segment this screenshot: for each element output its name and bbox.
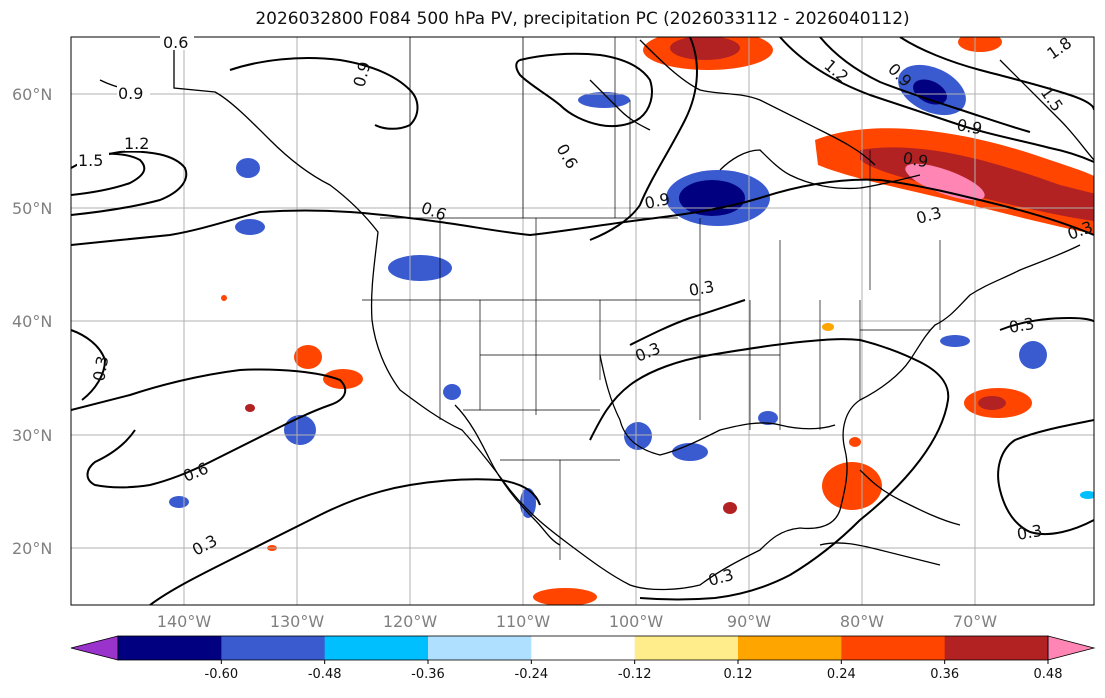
colorbar-swatch <box>738 636 842 660</box>
colorbar-swatch <box>324 636 429 660</box>
contour-label: 0.9 <box>955 115 983 138</box>
precip-neg-blob <box>1019 341 1047 369</box>
lon-label: 110°W <box>496 612 551 631</box>
precip-pos-blob <box>245 404 255 412</box>
lon-label: 80°W <box>840 612 884 631</box>
contour-label: 0.9 <box>118 84 143 103</box>
lat-label: 50°N <box>12 199 52 218</box>
colorbar-tick-label: 0.24 <box>827 667 856 682</box>
coastlines <box>99 37 1094 591</box>
lon-label: 70°W <box>953 612 997 631</box>
colorbar-extend-low <box>70 635 119 661</box>
colorbar-tick-label: 0.48 <box>1034 667 1063 682</box>
precip-pos-blob <box>670 37 740 60</box>
colorbar-swatch <box>841 636 946 660</box>
precip-pos-blob <box>533 588 597 605</box>
precip-pos-blob <box>822 462 882 510</box>
precip-pos-blob <box>294 345 322 369</box>
colorbar-tick-label: 0.36 <box>930 667 959 682</box>
colorbar-frame <box>117 635 1049 661</box>
precip-neg-blob <box>578 92 630 108</box>
precip-neg-blob <box>520 488 536 518</box>
colorbar-swatch <box>634 636 739 660</box>
precip-neg-blob <box>388 255 452 281</box>
precip-pos-blob <box>221 295 227 301</box>
boundaries <box>173 37 941 560</box>
contour-label: 0.9 <box>901 148 929 171</box>
precip-neg-blob <box>672 443 708 461</box>
precip-neg-blob <box>940 335 970 347</box>
colorbar-tick-label: -0.60 <box>205 667 239 682</box>
lon-label: 90°W <box>727 612 771 631</box>
lat-label: 30°N <box>12 426 52 445</box>
precip-neg-blob <box>1080 491 1094 499</box>
longitude-labels: 140°W 130°W 120°W 110°W 100°W 90°W 80°W … <box>157 612 997 631</box>
chart-title: 2026032800 F084 500 hPa PV, precipitatio… <box>255 9 910 29</box>
lon-label: 140°W <box>157 612 212 631</box>
colorbar: -0.60 -0.48 -0.36 -0.24 -0.12 0.12 0.24 0.36 0.4… <box>70 635 1096 682</box>
lat-label: 40°N <box>12 312 52 331</box>
precip-pos-blob <box>958 37 1002 52</box>
precip-neg-blob <box>235 219 265 235</box>
contour-label: 1.2 <box>124 134 149 153</box>
colorbar-tick-label: -0.24 <box>515 667 549 682</box>
lat-label: 60°N <box>12 85 52 104</box>
lon-label: 100°W <box>609 612 664 631</box>
precip-pos-blob <box>323 369 363 389</box>
colorbar-tick-label: -0.12 <box>618 667 652 682</box>
precip-neg-blob <box>758 411 778 425</box>
contour-label: 0.6 <box>163 33 188 52</box>
colorbar-tick-label: 0.12 <box>724 667 753 682</box>
colorbar-tick-label: -0.48 <box>308 667 342 682</box>
latitude-labels: 60°N 50°N 40°N 30°N 20°N <box>12 85 52 558</box>
precip-pos-blob <box>723 502 737 514</box>
contour-label: 0.9 <box>643 189 672 213</box>
contour-label: 0.3 <box>687 277 715 300</box>
colorbar-swatch <box>944 636 1049 660</box>
colorbar-swatch <box>531 636 636 660</box>
colorbar-swatch <box>221 636 326 660</box>
contour-label: 1.5 <box>78 151 103 170</box>
precip-neg-blob <box>913 79 947 105</box>
precip-pos-blob <box>849 437 861 447</box>
lon-label: 130°W <box>270 612 325 631</box>
colorbar-swatch <box>428 636 532 660</box>
precip-pos-blob <box>905 163 985 201</box>
colorbar-tick-label: -0.36 <box>411 667 445 682</box>
contour-label: 0.3 <box>89 354 112 382</box>
lat-label: 20°N <box>12 539 52 558</box>
map-frame <box>70 36 1095 606</box>
precip-pos-blob <box>822 323 834 331</box>
precip-neg-blob <box>236 158 260 178</box>
precip-shading <box>169 37 1094 605</box>
precip-neg-blob <box>284 415 316 445</box>
pv-contours <box>71 37 1094 605</box>
precip-neg-blob <box>624 422 652 450</box>
precip-pos-blob <box>978 396 1006 410</box>
contour-label: 0.3 <box>1007 314 1035 337</box>
contour-label: 0.3 <box>1015 521 1043 544</box>
colorbar-swatch <box>118 636 222 660</box>
lon-label: 120°W <box>383 612 438 631</box>
precip-neg-blob <box>443 384 461 400</box>
colorbar-extend-high <box>1047 635 1096 661</box>
precip-neg-blob <box>679 180 745 216</box>
precip-neg-blob <box>169 496 189 508</box>
